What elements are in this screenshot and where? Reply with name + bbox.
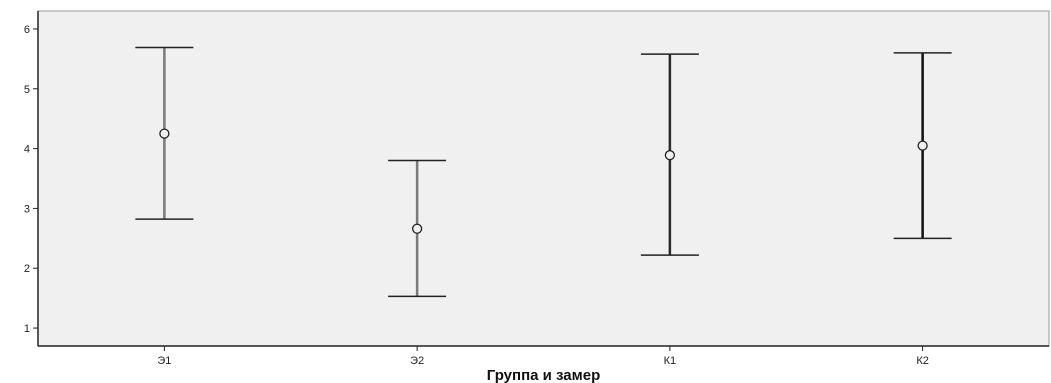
y-tick-label: 4 — [24, 144, 30, 156]
x-axis: Э1 Э2 К1 К2 — [38, 345, 1049, 367]
error-bars — [135, 46, 952, 298]
error-bar-Э1 — [135, 46, 194, 220]
y-tick-label: 2 — [24, 263, 30, 275]
mean-point — [411, 223, 423, 234]
x-tick-label: К2 — [916, 355, 929, 367]
x-tick-label: Э1 — [157, 355, 171, 367]
plot-area — [37, 10, 1050, 347]
error-bar-К2 — [893, 52, 952, 240]
y-tick-label: 3 — [24, 203, 30, 215]
error-bar-Э2 — [388, 159, 447, 298]
mean-point — [917, 140, 928, 151]
mean-point — [664, 150, 676, 161]
error-bar-К1 — [640, 53, 699, 256]
x-axis-title: Группа и замер — [487, 367, 600, 383]
y-tick-label: 6 — [24, 24, 30, 36]
x-tick-label: Э2 — [410, 355, 424, 367]
y-tick-label: 1 — [24, 323, 30, 335]
y-tick-label: 5 — [24, 84, 30, 96]
y-axis: 1 2 3 4 5 6 — [24, 11, 39, 346]
mean-point — [159, 128, 170, 139]
x-tick-label: К1 — [664, 355, 677, 367]
